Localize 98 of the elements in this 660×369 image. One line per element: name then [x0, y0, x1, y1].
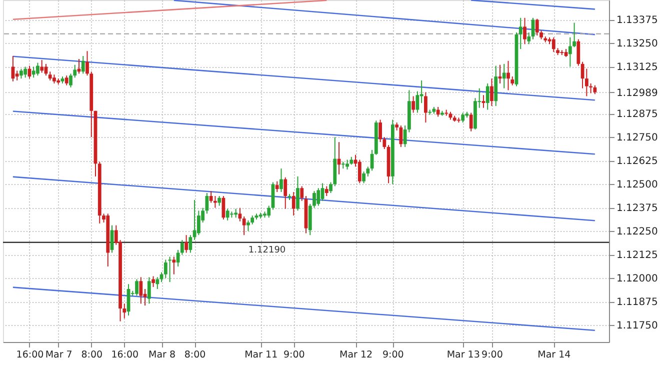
- candlestick: [20, 68, 23, 80]
- candlestick: [15, 70, 19, 81]
- y-tick-label: 1.12125: [616, 250, 658, 262]
- candlestick: [568, 36, 572, 68]
- candlestick: [284, 176, 288, 210]
- candlestick: [156, 276, 160, 290]
- candlestick: [192, 199, 196, 240]
- candlestick: [242, 216, 246, 236]
- candlestick: [280, 168, 283, 193]
- candlestick: [188, 234, 192, 254]
- candlestick: [81, 56, 85, 74]
- x-tick-label: Mar 14: [538, 350, 571, 360]
- candlestick: [275, 180, 279, 193]
- x-tick-label: Mar 7: [45, 350, 72, 360]
- candlestick: [416, 90, 420, 114]
- candlestick: [490, 78, 494, 106]
- candlestick: [572, 22, 576, 48]
- y-tick-label: 1.12989: [616, 88, 658, 99]
- x-tick-label: 9:00: [382, 350, 404, 360]
- candlestick: [152, 276, 155, 288]
- candlestick: [469, 112, 473, 132]
- candlestick: [176, 249, 180, 267]
- candlestick: [531, 17, 535, 40]
- candlestick: [346, 159, 349, 170]
- x-tick-label: 9:00: [283, 350, 305, 360]
- y-tick-label: 1.12500: [616, 180, 658, 191]
- y-tick-label: 1.12000: [616, 274, 658, 285]
- candlestick: [180, 239, 184, 256]
- candlestick: [40, 59, 44, 74]
- candlestick: [196, 210, 200, 236]
- candlestick: [358, 159, 362, 184]
- candlestick: [246, 220, 250, 232]
- candlestick: [110, 224, 114, 254]
- candlestick: [424, 92, 428, 124]
- candlestick: [36, 62, 40, 76]
- y-tick-label: 1.13250: [616, 38, 658, 50]
- ref-line-label: 1.12190: [248, 245, 286, 256]
- y-tick-label: 1.12750: [616, 132, 658, 144]
- candlestick: [69, 73, 72, 88]
- x-tick-label: Mar 8: [148, 350, 176, 360]
- candlestick: [164, 259, 168, 279]
- candlestick: [589, 82, 592, 94]
- candlestick: [412, 96, 416, 114]
- candlestick: [527, 32, 531, 45]
- y-tick-label: 1.13125: [616, 62, 658, 74]
- candlestick: [482, 94, 486, 108]
- x-tick-label: 9:00: [482, 350, 503, 360]
- candlestick: [32, 66, 36, 78]
- candlestick: [24, 66, 28, 78]
- candlestick: [552, 36, 556, 53]
- candlestick: [184, 234, 188, 254]
- candlestick: [172, 256, 176, 275]
- candlestick: [213, 195, 217, 208]
- candlestick: [535, 18, 539, 36]
- y-tick-label: 1.12250: [616, 226, 658, 238]
- y-tick-label: 1.11750: [616, 320, 658, 332]
- y-tick-label: 1.11875: [616, 297, 658, 308]
- y-tick-label: 1.13375: [616, 15, 658, 26]
- candlestick: [316, 188, 320, 206]
- candlestick: [147, 276, 151, 304]
- candlestick: [312, 190, 316, 208]
- candlestick: [135, 278, 138, 296]
- candlestick: [576, 38, 580, 66]
- candlestick: [168, 256, 172, 283]
- x-tick-label: Mar 12: [340, 350, 373, 360]
- y-tick-label: 1.12875: [616, 109, 658, 120]
- x-tick-label: Mar 13: [446, 350, 480, 360]
- candlestick: [523, 17, 526, 45]
- x-tick-label: 16:00: [111, 350, 139, 360]
- candlestick: [86, 50, 89, 76]
- candlestick: [300, 186, 304, 202]
- candlestick: [238, 207, 242, 222]
- candlestick: [296, 176, 300, 212]
- candlestick: [73, 64, 77, 78]
- candlestick: [292, 192, 296, 216]
- x-tick-label: 8:00: [184, 350, 206, 360]
- candlestick: [64, 75, 68, 86]
- candlestick: [444, 109, 448, 116]
- candlestick: [506, 60, 510, 91]
- candlestick: [139, 276, 143, 304]
- candlestick: [486, 82, 490, 110]
- candlestick: [378, 119, 382, 143]
- candlestick: [324, 186, 328, 196]
- candlestick: [584, 68, 588, 97]
- candlestick: [436, 106, 440, 118]
- x-tick-label: 16:00: [16, 350, 44, 360]
- y-tick-label: 1.12375: [616, 203, 658, 214]
- candlestick: [399, 125, 403, 148]
- x-tick-label: Mar 11: [244, 350, 278, 360]
- candlestick: [218, 195, 222, 206]
- candlestick: [267, 205, 271, 218]
- candlestick: [518, 17, 522, 50]
- candlestick: [362, 171, 366, 184]
- x-tick-label: 8:00: [81, 350, 103, 360]
- y-tick-label: 1.12625: [616, 156, 658, 168]
- candlestick: [502, 63, 506, 89]
- candlestick: [226, 208, 230, 221]
- candlestick: [461, 112, 465, 124]
